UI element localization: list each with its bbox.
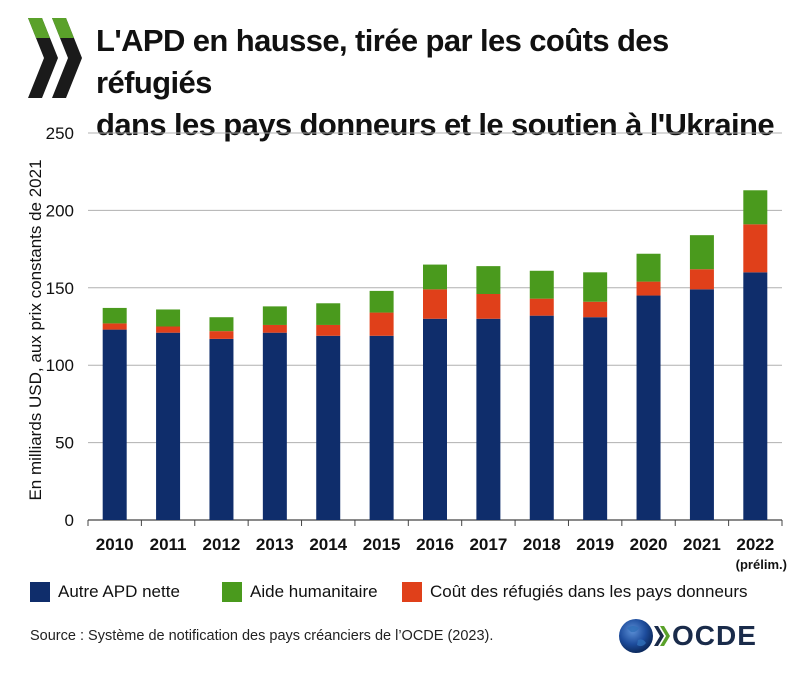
- bar-2022-series-0: [743, 272, 768, 520]
- chevron-accent-right-icon: [52, 18, 74, 38]
- bar-2019-series-2: [583, 272, 608, 302]
- bar-2020-series-1: [636, 281, 661, 296]
- bar-2021-series-1: [689, 269, 714, 290]
- bar-2012-series-0: [209, 338, 234, 520]
- title-line-1: L'APD en hausse, tirée par les coûts des…: [96, 23, 669, 100]
- x-tick-label-2021: 2021: [683, 535, 721, 554]
- bar-2022-series-2: [743, 190, 768, 225]
- legend-item-autre-apd: Autre APD nette: [30, 582, 180, 602]
- bar-2014-series-0: [316, 335, 341, 520]
- bar-2010-series-1: [102, 323, 127, 330]
- bar-2017-series-2: [476, 266, 501, 294]
- bar-2021-series-2: [689, 235, 714, 270]
- chart-legend: Autre APD nette Aide humanitaire Coût de…: [30, 582, 790, 612]
- oecd-brand: OCDE: [618, 614, 788, 658]
- x-tick-label-2014: 2014: [309, 535, 347, 554]
- bar-2017-series-0: [476, 318, 501, 520]
- bar-2022-series-1: [743, 224, 768, 273]
- bar-2012-series-2: [209, 317, 234, 332]
- bar-2016-series-1: [423, 289, 447, 319]
- legend-swatch-humanitaire: [222, 582, 242, 602]
- y-tick-label-150: 150: [46, 279, 74, 298]
- y-tick-label-50: 50: [55, 434, 74, 453]
- x-tick-label-2018: 2018: [523, 535, 561, 554]
- bar-2011-series-2: [156, 309, 181, 327]
- bar-2011-series-0: [156, 332, 181, 520]
- bar-2011-series-1: [156, 326, 181, 333]
- title-line-2: dans les pays donneurs et le soutien à l…: [96, 107, 775, 142]
- y-tick-label-200: 200: [46, 201, 74, 220]
- bar-2010-series-0: [102, 329, 127, 520]
- bar-2015-series-2: [369, 290, 394, 313]
- y-tick-label-0: 0: [65, 511, 74, 530]
- x-tick-label-2016: 2016: [416, 535, 454, 554]
- x-tick-label-2019: 2019: [576, 535, 614, 554]
- bar-2018-series-2: [529, 270, 554, 299]
- bar-2017-series-1: [476, 293, 501, 319]
- bar-2019-series-0: [583, 317, 608, 520]
- bar-2018-series-1: [529, 298, 554, 316]
- bar-2018-series-0: [529, 315, 554, 520]
- bar-2014-series-2: [316, 303, 341, 325]
- bar-2010-series-2: [102, 307, 127, 324]
- bar-2019-series-1: [583, 301, 608, 318]
- bar-2020-series-2: [636, 253, 661, 282]
- bar-2013-series-2: [262, 306, 287, 325]
- globe-icon: [619, 619, 670, 653]
- x-tick-label-2020: 2020: [630, 535, 668, 554]
- source-note: Source : Système de notification des pay…: [30, 628, 494, 644]
- y-tick-label-100: 100: [46, 356, 74, 375]
- legend-swatch-refugies: [402, 582, 422, 602]
- chevron-accent-icon: [28, 18, 50, 38]
- oecd-chevron-logo: [28, 18, 82, 98]
- x-tick-label-2010: 2010: [96, 535, 134, 554]
- x-tick-label-2012: 2012: [203, 535, 241, 554]
- bar-2013-series-1: [262, 324, 287, 333]
- bar-2015-series-0: [369, 335, 394, 520]
- bar-2020-series-0: [636, 295, 661, 520]
- x-tick-label-2015: 2015: [363, 535, 401, 554]
- page-title: L'APD en hausse, tirée par les coûts des…: [96, 20, 786, 146]
- x-tick-label-2013: 2013: [256, 535, 294, 554]
- brand-text: OCDE: [672, 620, 757, 651]
- legend-label-autre-apd: Autre APD nette: [58, 582, 180, 601]
- legend-label-refugies: Coût des réfugiés dans les pays donneurs: [430, 582, 748, 601]
- bar-2016-series-2: [423, 264, 447, 290]
- x-tick-sublabel-2022: (prélim.): [736, 557, 787, 572]
- bar-2021-series-0: [689, 289, 714, 520]
- x-tick-label-2017: 2017: [469, 535, 507, 554]
- stacked-bar-chart: 0 50 100 150 200 250 2010 2011 2012 2013 2014 2015 2…: [46, 124, 787, 572]
- bar-2013-series-0: [262, 332, 287, 520]
- bar-2015-series-1: [369, 312, 394, 336]
- x-tick-label-2011: 2011: [150, 535, 187, 554]
- bar-2012-series-1: [209, 331, 234, 339]
- y-tick-label-250: 250: [46, 124, 74, 143]
- bar-2014-series-1: [316, 324, 341, 336]
- legend-item-humanitaire: Aide humanitaire: [222, 582, 378, 602]
- legend-item-refugies: Coût des réfugiés dans les pays donneurs: [402, 582, 748, 602]
- x-tick-label-2022: 2022: [736, 535, 774, 554]
- legend-label-humanitaire: Aide humanitaire: [250, 582, 378, 601]
- legend-swatch-autre-apd: [30, 582, 50, 602]
- bar-2016-series-0: [423, 318, 447, 520]
